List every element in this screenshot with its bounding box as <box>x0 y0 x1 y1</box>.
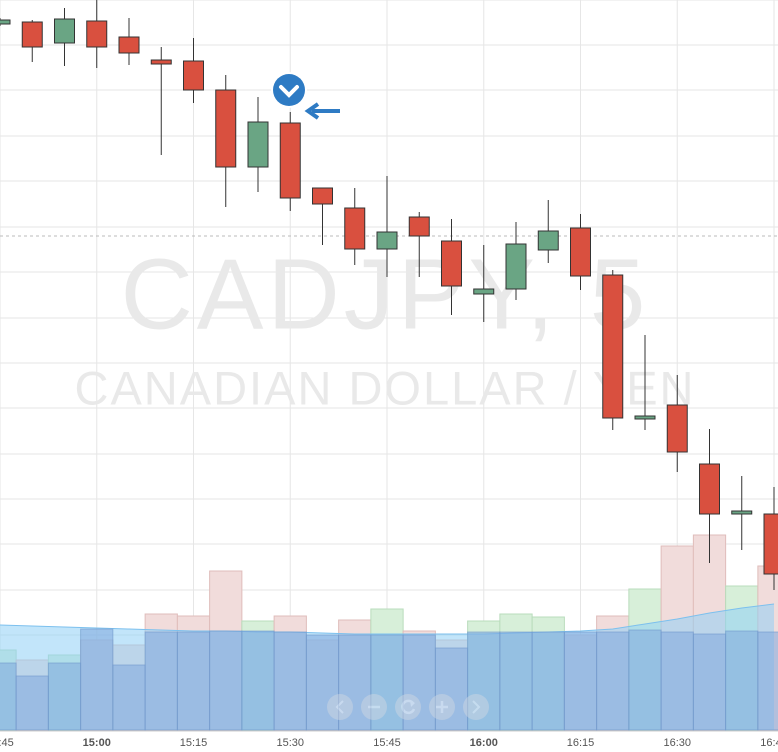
candle-body <box>376 231 398 250</box>
x-tick-label: 15:00 <box>83 737 111 749</box>
overlay <box>0 603 778 731</box>
candle-body <box>86 20 108 48</box>
candle-body <box>215 89 237 168</box>
overlay-bar <box>370 634 404 731</box>
x-tick-label: 16:15 <box>567 737 595 749</box>
x-tick-label: 14:45 <box>0 737 14 749</box>
overlay-bar <box>47 662 82 731</box>
marker-chevron <box>279 85 299 98</box>
candle-body <box>150 59 172 65</box>
overlay-line <box>0 603 775 635</box>
overlay-bar <box>531 631 565 731</box>
candle-body <box>183 60 204 91</box>
overlay-bar <box>112 664 146 731</box>
candle-body <box>0 19 11 25</box>
candle-body <box>473 288 495 295</box>
overlay-bar <box>563 631 598 731</box>
overlay-bar <box>241 630 275 731</box>
nav-buttons <box>327 694 489 720</box>
reset[interactable] <box>395 694 421 720</box>
candle-body <box>279 122 301 199</box>
overlay-bar <box>596 631 630 731</box>
scroll-left[interactable] <box>327 694 353 720</box>
candle-body <box>21 21 43 48</box>
candle-body <box>312 187 333 205</box>
overlay-bar <box>0 662 17 731</box>
candle-body <box>54 18 75 44</box>
overlay-bar <box>434 647 469 731</box>
x-tick-label: 16:00 <box>470 737 498 749</box>
overlay-bar <box>725 630 759 731</box>
overlay-bar <box>338 634 372 731</box>
candle-body <box>118 36 140 54</box>
marker <box>271 72 340 120</box>
marker-arrow <box>304 102 340 120</box>
zoom-in[interactable] <box>429 694 455 720</box>
x-tick-label: 16:45 <box>760 737 778 749</box>
candle-body <box>699 463 720 515</box>
overlay-bar <box>144 631 178 731</box>
x-tick-label: 15:30 <box>276 737 304 749</box>
overlay-bar <box>660 631 694 731</box>
overlay-bar <box>757 631 778 731</box>
candles <box>0 0 778 590</box>
x-tick-label: 16:30 <box>663 737 691 749</box>
watermark-symbol: CADJPY, 5 <box>121 238 650 350</box>
overlay-bar <box>692 633 727 731</box>
candle-body <box>634 415 656 420</box>
candle-body <box>731 510 753 515</box>
overlay-bar <box>305 634 340 731</box>
scroll-right[interactable] <box>463 694 489 720</box>
x-tick-label: 15:15 <box>180 737 208 749</box>
watermark: CADJPY, 5 CANADIAN DOLLAR / YEN <box>75 238 696 414</box>
candle-body <box>537 230 559 251</box>
overlay-bar <box>15 675 49 731</box>
candle-body <box>505 243 527 290</box>
candle-body <box>441 240 462 287</box>
overlay-bar <box>176 631 211 731</box>
overlay-bar <box>499 631 533 731</box>
overlay-bar <box>209 630 243 731</box>
overlay-bar <box>80 628 114 731</box>
zoom-out[interactable] <box>361 694 387 720</box>
candle-body <box>408 216 430 237</box>
overlay-bar <box>628 629 662 731</box>
candle-body <box>247 121 269 168</box>
candle-body <box>763 513 778 575</box>
candle-body <box>602 274 624 419</box>
x-tick-label: 15:45 <box>373 737 401 749</box>
candle-body <box>666 404 688 453</box>
candle-body <box>344 207 366 250</box>
x-axis: 14:45 15:00 15:15 15:30 15:45 16:00 16:15 16:30… <box>0 730 778 752</box>
overlay-bar <box>273 631 307 731</box>
marker-circle <box>273 74 305 106</box>
candle-body <box>570 227 591 277</box>
watermark-name: CANADIAN DOLLAR / YEN <box>75 361 696 414</box>
axis-strip <box>0 731 778 752</box>
